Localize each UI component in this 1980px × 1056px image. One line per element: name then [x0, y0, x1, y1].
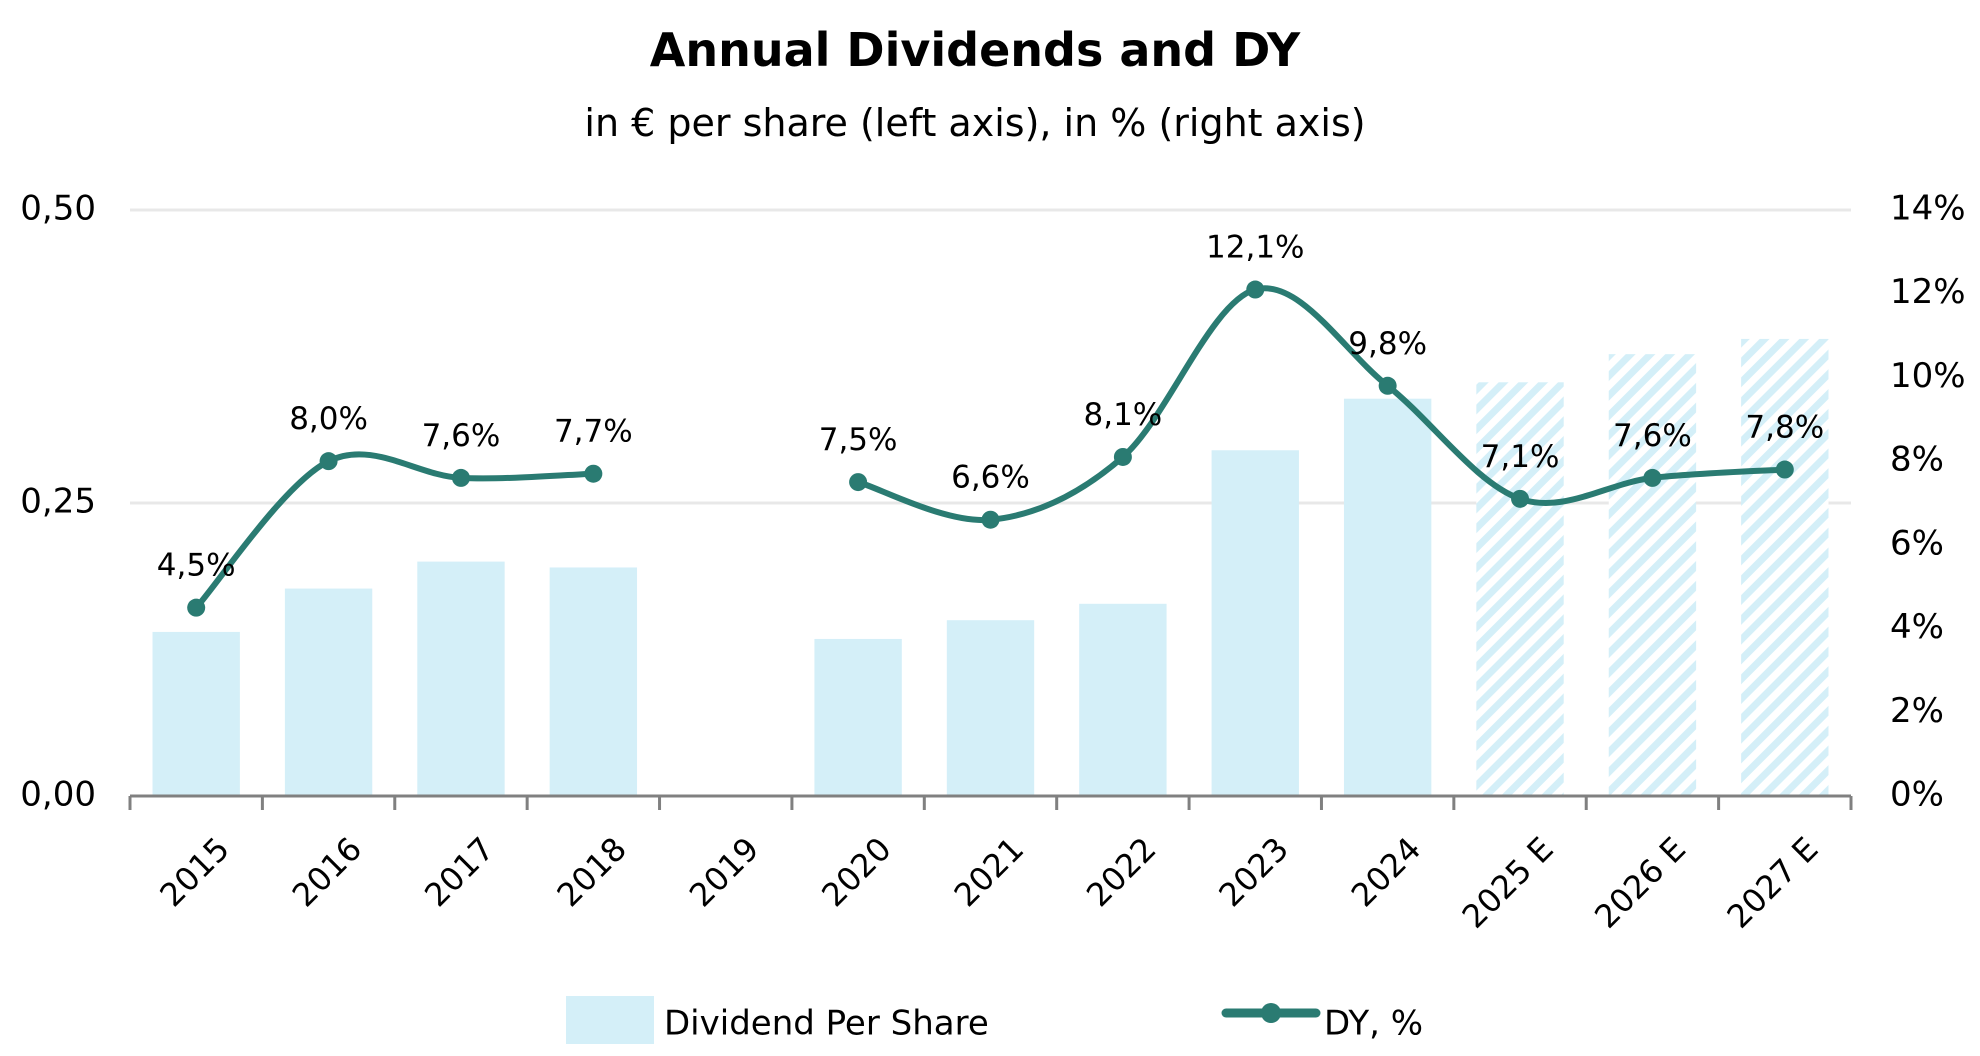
- x-tick-label: 2026 E: [1587, 830, 1693, 936]
- dy-data-label: 7,1%: [1481, 439, 1560, 475]
- right-tick-label: 10%: [1890, 356, 1966, 396]
- right-tick-label: 12%: [1890, 272, 1966, 312]
- dy-data-label: 8,0%: [289, 401, 368, 437]
- x-tick-label: 2018: [550, 830, 634, 914]
- dy-marker: [1113, 447, 1132, 466]
- x-tick-label: 2021: [947, 830, 1031, 914]
- dy-data-label: 8,1%: [1084, 397, 1163, 433]
- x-tick-label: 2016: [285, 830, 369, 914]
- dy-marker: [1246, 280, 1265, 299]
- dy-line-path: [855, 285, 1788, 524]
- dy-marker: [451, 468, 470, 487]
- dy-data-label: 7,8%: [1745, 410, 1824, 446]
- dy-data-label: 7,5%: [819, 422, 898, 458]
- right-tick-label: 14%: [1890, 189, 1966, 229]
- dy-marker: [187, 598, 206, 617]
- bar: [549, 567, 638, 796]
- bar: [1343, 398, 1432, 796]
- x-axis: 2015 2016 2017 2018 2019 2020 2021 2022 2023 2024…: [128, 794, 1853, 936]
- x-tick-label: 2024: [1344, 830, 1428, 914]
- dy-data-label: 4,5%: [157, 548, 236, 584]
- bar: [946, 620, 1035, 796]
- bar: [417, 561, 505, 796]
- bar: [814, 638, 902, 796]
- legend: Dividend Per Share DY, %: [566, 996, 1423, 1044]
- x-tick-label: 2023: [1211, 830, 1295, 914]
- bar: [1079, 603, 1167, 796]
- x-tick-label: 2017: [417, 830, 501, 914]
- dy-marker: [584, 464, 603, 483]
- dy-marker: [319, 452, 338, 471]
- dy-line-path: [193, 451, 597, 611]
- right-tick-label: 4%: [1890, 607, 1944, 647]
- left-tick-label: 0,50: [20, 189, 96, 229]
- dy-data-label: 7,6%: [422, 418, 501, 454]
- legend-swatch-dividend: [566, 996, 654, 1044]
- dy-marker: [1775, 460, 1794, 479]
- right-tick-label: 2%: [1890, 691, 1944, 731]
- dy-data-label: 9,8%: [1348, 326, 1427, 362]
- dy-data-label: 7,7%: [554, 414, 633, 450]
- right-tick-label: 6%: [1890, 523, 1944, 563]
- left-axis: 0,00 0,25 0,50: [20, 189, 96, 815]
- dy-data-label: 6,6%: [951, 460, 1030, 496]
- right-tick-label: 0%: [1890, 775, 1944, 815]
- bar-estimate: [1476, 382, 1564, 796]
- x-tick-label: 2025 E: [1455, 830, 1561, 936]
- legend-swatch-dy-marker: [1261, 1003, 1281, 1023]
- dy-marker: [1378, 376, 1397, 395]
- chart-title: Annual Dividends and DY: [650, 23, 1301, 77]
- left-tick-label: 0,25: [20, 482, 96, 522]
- x-tick-label: 2019: [682, 830, 766, 914]
- dy-data-label: 7,6%: [1613, 418, 1692, 454]
- legend-label-dividend: Dividend Per Share: [664, 1004, 989, 1044]
- x-tick-label: 2015: [152, 830, 236, 914]
- bar: [1211, 450, 1299, 796]
- dy-marker: [981, 510, 1000, 529]
- x-tick-label: 2022: [1079, 830, 1163, 914]
- left-tick-label: 0,00: [20, 775, 96, 815]
- bar-estimate: [1608, 354, 1697, 796]
- dy-marker: [849, 473, 868, 492]
- chart-subtitle: in € per share (left axis), in % (right …: [584, 101, 1365, 145]
- dy-marker: [1511, 489, 1530, 508]
- bar: [152, 631, 240, 796]
- x-tick-label: 2020: [814, 830, 898, 914]
- legend-label-dy: DY, %: [1324, 1004, 1423, 1044]
- right-tick-label: 8%: [1890, 440, 1944, 480]
- dy-line-series: 4,5% 8,0% 7,6% 7,7% 7,5% 6,6% 8,1% 12,1% 9,8% 7,1…: [157, 230, 1824, 617]
- dy-data-label: 12,1%: [1206, 230, 1304, 266]
- x-tick-label: 2027 E: [1719, 830, 1825, 936]
- dy-marker: [1643, 468, 1662, 487]
- right-axis: 0% 2% 4% 6% 8% 10% 12% 14%: [1890, 189, 1966, 815]
- bar-estimate: [1741, 338, 1829, 796]
- bar: [284, 588, 373, 796]
- dividend-bars: [152, 338, 1829, 796]
